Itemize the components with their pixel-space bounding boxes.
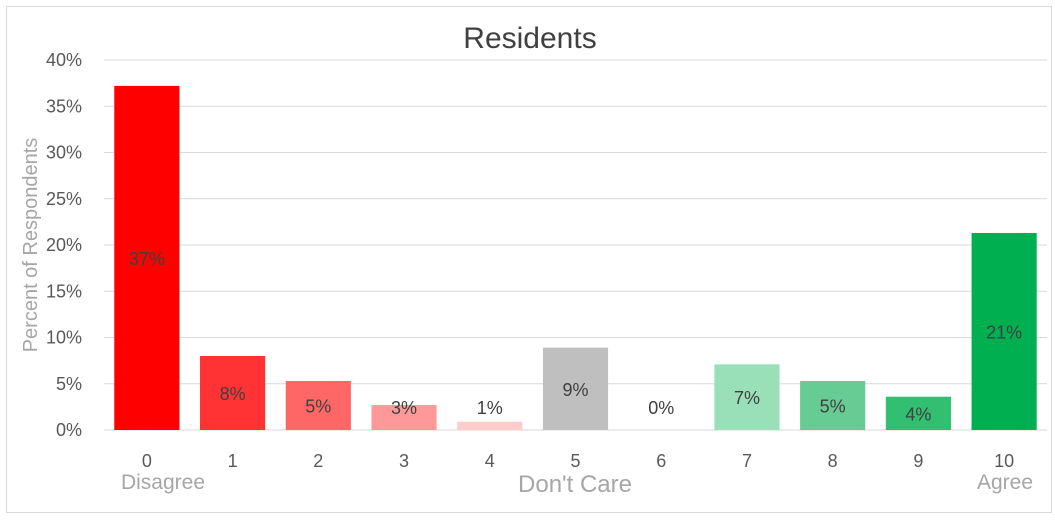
data-label-3: 3% — [391, 398, 417, 418]
y-tick-label: 40% — [46, 50, 82, 70]
x-tick-label: 8 — [828, 451, 838, 471]
data-label-7: 7% — [734, 388, 760, 408]
y-tick-label: 0% — [56, 420, 82, 440]
data-label-9: 4% — [905, 404, 931, 424]
scale-label-disagree: Disagree — [121, 471, 205, 494]
x-tick-label: 9 — [913, 451, 923, 471]
chart-frame — [6, 6, 1052, 513]
y-tick-label: 35% — [46, 96, 82, 116]
x-tick-label: 1 — [228, 451, 238, 471]
x-tick-label: 6 — [656, 451, 666, 471]
data-label-10: 21% — [986, 322, 1022, 342]
chart-title: Residents — [463, 22, 596, 55]
bar-0 — [114, 85, 180, 431]
data-label-1: 8% — [220, 384, 246, 404]
x-tick-label: 0 — [142, 451, 152, 471]
bar-8 — [800, 380, 866, 430]
data-label-8: 5% — [820, 396, 846, 416]
y-tick-label: 30% — [46, 143, 82, 163]
bars — [114, 85, 1037, 431]
bar-1 — [200, 356, 266, 430]
y-tick-label: 15% — [46, 281, 82, 301]
data-label-4: 1% — [477, 398, 503, 418]
y-axis-ticks: 0% 5% 10% 15% 20% 25% 30% 35% 40% — [46, 50, 82, 440]
data-labels: 37% 8% 5% 3% 1% 9% 0% 7% 5% 4% 21% — [129, 249, 1022, 424]
data-label-0: 37% — [129, 249, 165, 269]
y-tick-label: 5% — [56, 374, 82, 394]
data-label-2: 5% — [305, 396, 331, 416]
bar-7 — [714, 364, 780, 430]
bar-9 — [885, 396, 951, 430]
bar-3 — [371, 405, 437, 430]
data-label-6: 0% — [648, 398, 674, 418]
x-axis-ticks: 0 1 2 3 4 5 6 7 8 9 10 — [142, 451, 1014, 471]
y-axis-label: Percent of Respondents — [20, 138, 42, 353]
bar-2 — [285, 380, 351, 430]
x-tick-label: 3 — [399, 451, 409, 471]
y-tick-label: 25% — [46, 189, 82, 209]
data-label-5: 9% — [562, 380, 588, 400]
scale-label-agree: Agree — [977, 471, 1033, 494]
x-tick-label: 10 — [994, 451, 1014, 471]
y-tick-label: 10% — [46, 328, 82, 348]
x-tick-label: 4 — [485, 451, 495, 471]
x-tick-label: 7 — [742, 451, 752, 471]
bar-5 — [542, 347, 609, 430]
bar-10 — [971, 232, 1037, 430]
x-tick-label: 2 — [313, 451, 323, 471]
bar-4 — [457, 421, 523, 430]
scale-label-dont-care: Don't Care — [518, 471, 632, 498]
y-tick-label: 20% — [46, 235, 82, 255]
x-tick-label: 5 — [570, 451, 580, 471]
